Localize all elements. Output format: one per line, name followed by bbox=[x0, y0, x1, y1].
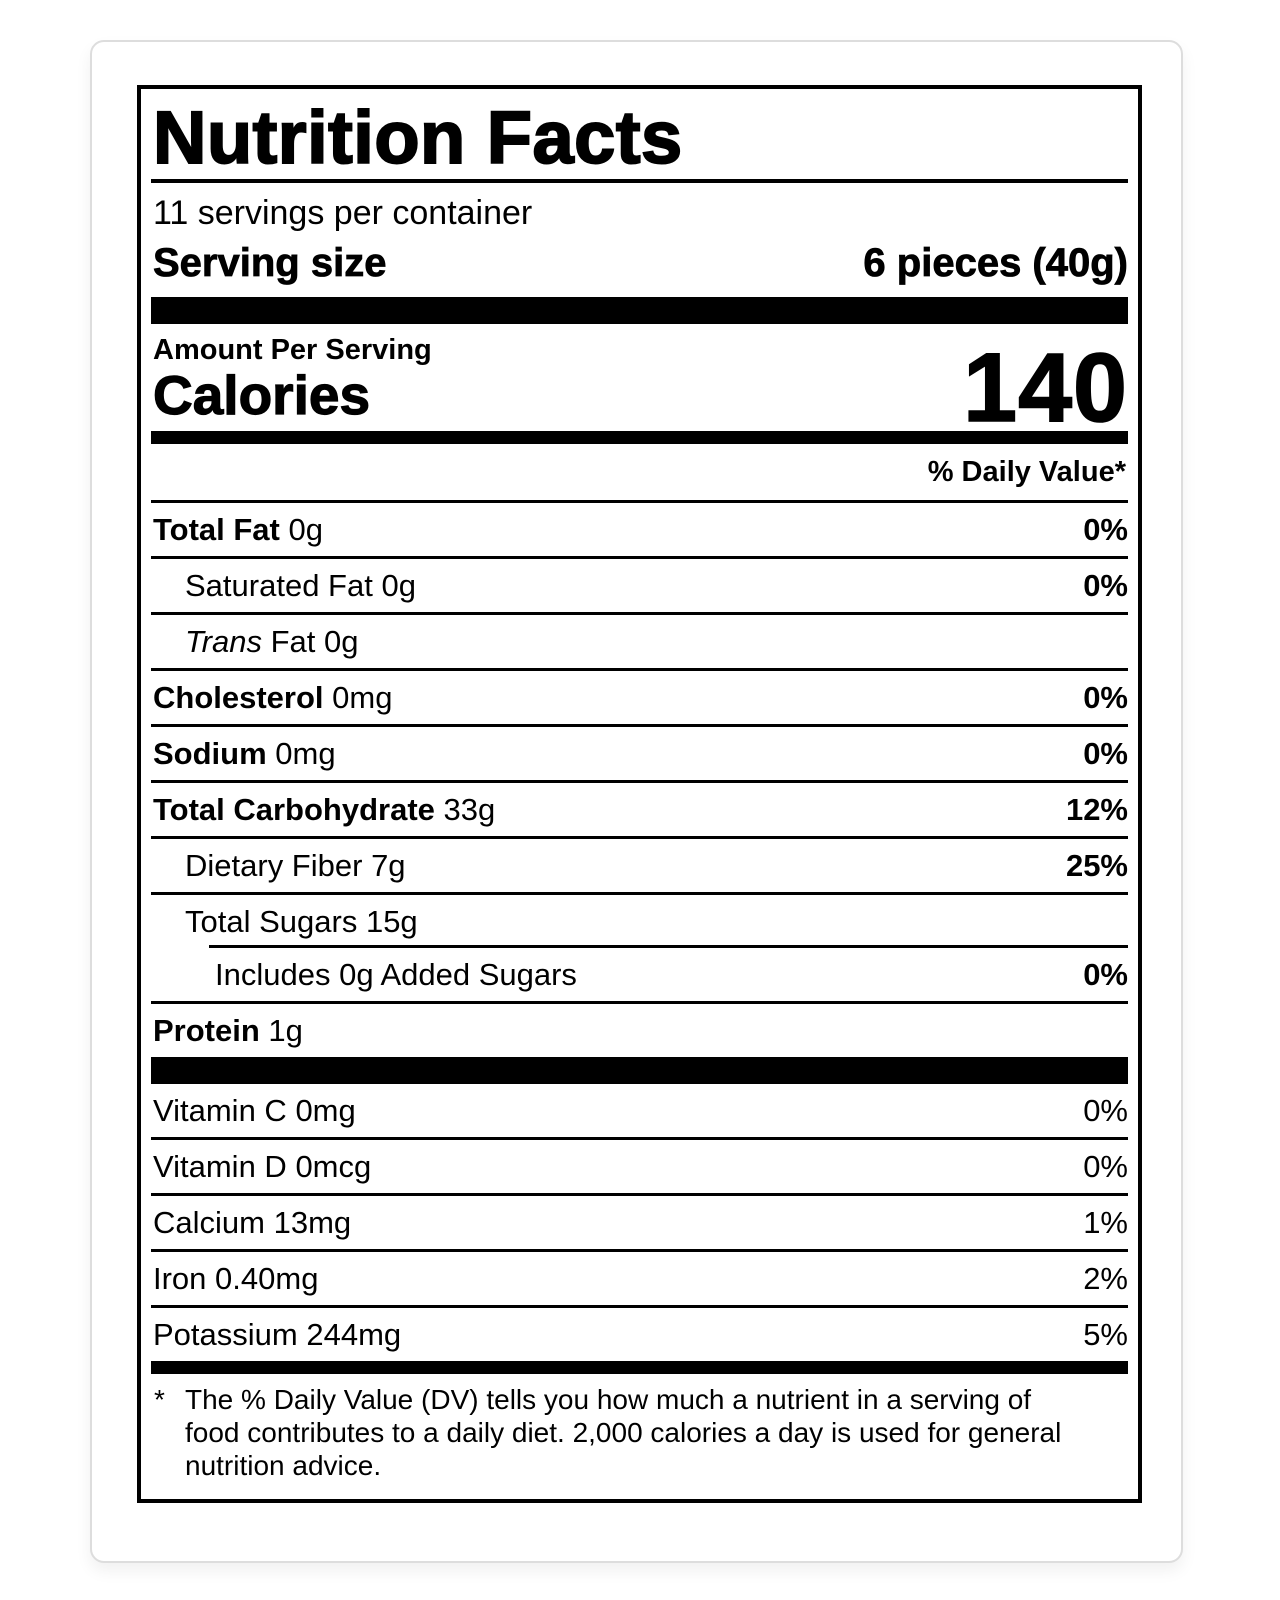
nutrient-amount: Fat 0g bbox=[270, 623, 359, 659]
micronutrient-row-calcium: Calcium 13mg 1% bbox=[151, 1196, 1128, 1252]
nutrient-text: Protein 1g bbox=[151, 1014, 303, 1047]
nutrient-amount: 0g bbox=[288, 511, 323, 547]
nutrient-dv: 0% bbox=[1083, 511, 1128, 547]
nutrient-name: Total Fat bbox=[153, 511, 280, 547]
nutrient-amount: 0mg bbox=[332, 679, 393, 715]
nutrient-dv: 0% bbox=[1083, 735, 1128, 771]
label-card: Nutrition Facts 11 servings per containe… bbox=[90, 40, 1183, 1563]
nutrient-name: Vitamin D bbox=[153, 1148, 287, 1184]
divider-thick-bar-micronutrients bbox=[151, 1056, 1128, 1084]
nutrient-dv: 0% bbox=[1083, 679, 1128, 715]
nutrient-amount: 33g bbox=[443, 791, 496, 827]
nutrient-text: Potassium 244mg bbox=[151, 1318, 401, 1351]
footnote-text: The % Daily Value (DV) tells you how muc… bbox=[185, 1383, 1061, 1482]
calories-value: 140 bbox=[962, 332, 1128, 442]
calories-label: Calories bbox=[152, 364, 371, 427]
micronutrient-row-vitamin-d: Vitamin D 0mcg 0% bbox=[151, 1140, 1128, 1196]
nutrition-facts-label: Nutrition Facts 11 servings per containe… bbox=[137, 85, 1142, 1503]
nutrient-row-total-fat: Total Fat 0g 0% bbox=[151, 503, 1128, 559]
serving-size-label: Serving size bbox=[153, 241, 387, 286]
divider-medium-bar-calories bbox=[151, 431, 1128, 445]
nutrient-text: Total Fat 0g bbox=[151, 513, 323, 546]
divider-thick-bar-top bbox=[151, 297, 1128, 325]
nutrient-text: Trans Fat 0g bbox=[183, 625, 358, 658]
nutrient-name: Includes 0g Added Sugars bbox=[215, 956, 577, 992]
footnote-line: nutrition advice. bbox=[185, 1449, 382, 1481]
nutrient-amount: 0mcg bbox=[295, 1148, 372, 1184]
nutrient-amount: 0mg bbox=[295, 1092, 356, 1128]
nutrient-name: Potassium bbox=[153, 1316, 298, 1352]
nutrient-row-trans-fat: Trans Fat 0g bbox=[151, 615, 1128, 671]
footnote-line: The % Daily Value (DV) tells you how muc… bbox=[185, 1383, 1032, 1415]
nutrient-dv: 0% bbox=[1083, 567, 1128, 603]
nutrient-name: Iron bbox=[153, 1260, 207, 1296]
nutrient-name: Trans bbox=[185, 623, 262, 659]
nutrient-amount: 13mg bbox=[273, 1204, 352, 1240]
nutrient-dv: 5% bbox=[1083, 1316, 1128, 1352]
nutrient-dv: 1% bbox=[1083, 1204, 1128, 1240]
micronutrient-row-potassium: Potassium 244mg 5% bbox=[151, 1308, 1128, 1361]
nutrient-amount: 244mg bbox=[306, 1316, 402, 1352]
nutrient-text: Sodium 0mg bbox=[151, 737, 336, 770]
nutrient-dv: 2% bbox=[1083, 1260, 1128, 1296]
label-title: Nutrition Facts bbox=[151, 89, 1128, 183]
nutrient-dv: 12% bbox=[1065, 791, 1128, 827]
nutrient-text: Calcium 13mg bbox=[151, 1206, 351, 1239]
footnote-asterisk: * bbox=[154, 1383, 165, 1415]
nutrient-text: Dietary Fiber 7g bbox=[183, 849, 406, 882]
calories-section: Amount Per Serving Calories 140 bbox=[151, 324, 1128, 442]
amount-per-serving-label: Amount Per Serving bbox=[153, 334, 432, 367]
serving-size-row: Serving size 6 pieces (40g) bbox=[151, 233, 1129, 297]
nutrient-text: Cholesterol 0mg bbox=[151, 681, 392, 714]
nutrient-text: Total Sugars 15g bbox=[183, 905, 418, 938]
nutrient-row-total-carbohydrate: Total Carbohydrate 33g 12% bbox=[151, 783, 1128, 839]
nutrient-dv: 0% bbox=[1083, 956, 1128, 992]
nutrient-name: Total Carbohydrate bbox=[153, 791, 435, 827]
nutrient-row-sodium: Sodium 0mg 0% bbox=[151, 727, 1128, 783]
nutrient-row-protein: Protein 1g bbox=[151, 1004, 1128, 1057]
nutrient-name: Sodium bbox=[153, 735, 267, 771]
nutrient-name: Dietary Fiber bbox=[185, 847, 363, 883]
nutrient-text: Includes 0g Added Sugars bbox=[213, 958, 577, 991]
nutrient-amount: 1g bbox=[268, 1012, 303, 1048]
nutrient-name: Calcium bbox=[153, 1204, 265, 1240]
nutrient-amount: 7g bbox=[371, 847, 406, 883]
nutrient-dv: 0% bbox=[1083, 1148, 1128, 1184]
divider-medium-bar-footnote bbox=[151, 1360, 1128, 1374]
nutrient-amount: 0.40mg bbox=[215, 1260, 319, 1296]
nutrient-text: Saturated Fat 0g bbox=[183, 569, 416, 602]
nutrient-row-saturated-fat: Saturated Fat 0g 0% bbox=[151, 559, 1128, 615]
nutrient-name: Total Sugars bbox=[185, 903, 358, 939]
footnote-line: food contributes to a daily diet. 2,000 … bbox=[185, 1416, 1062, 1448]
servings-per-container: 11 servings per container bbox=[153, 194, 533, 232]
nutrient-text: Iron 0.40mg bbox=[151, 1262, 318, 1295]
nutrient-amount: 0mg bbox=[275, 735, 336, 771]
nutrient-name: Saturated Fat bbox=[185, 567, 373, 603]
nutrient-amount: 15g bbox=[365, 903, 418, 939]
nutrient-row-added-sugars: Includes 0g Added Sugars 0% bbox=[151, 948, 1128, 1004]
nutrient-name: Protein bbox=[153, 1012, 260, 1048]
calories-left-column: Amount Per Serving Calories bbox=[152, 334, 432, 427]
nutrient-text: Vitamin D 0mcg bbox=[151, 1150, 371, 1183]
nutrient-amount: 0g bbox=[381, 567, 416, 603]
micronutrient-row-iron: Iron 0.40mg 2% bbox=[151, 1252, 1128, 1308]
nutrient-name: Vitamin C bbox=[153, 1092, 287, 1128]
nutrient-row-dietary-fiber: Dietary Fiber 7g 25% bbox=[151, 839, 1128, 895]
serving-size-value: 6 pieces (40g) bbox=[863, 241, 1128, 286]
nutrient-dv: 0% bbox=[1083, 1092, 1128, 1128]
nutrient-row-cholesterol: Cholesterol 0mg 0% bbox=[151, 671, 1128, 727]
nutrient-name: Cholesterol bbox=[153, 679, 324, 715]
daily-value-header: % Daily Value* bbox=[151, 444, 1128, 503]
nutrient-text: Vitamin C 0mg bbox=[151, 1094, 356, 1127]
footnote: * The % Daily Value (DV) tells you how m… bbox=[151, 1374, 1128, 1499]
nutrient-dv: 25% bbox=[1065, 847, 1128, 883]
micronutrient-row-vitamin-c: Vitamin C 0mg 0% bbox=[151, 1084, 1128, 1140]
nutrient-text: Total Carbohydrate 33g bbox=[151, 793, 495, 826]
nutrient-row-total-sugars: Total Sugars 15g bbox=[151, 895, 1128, 948]
